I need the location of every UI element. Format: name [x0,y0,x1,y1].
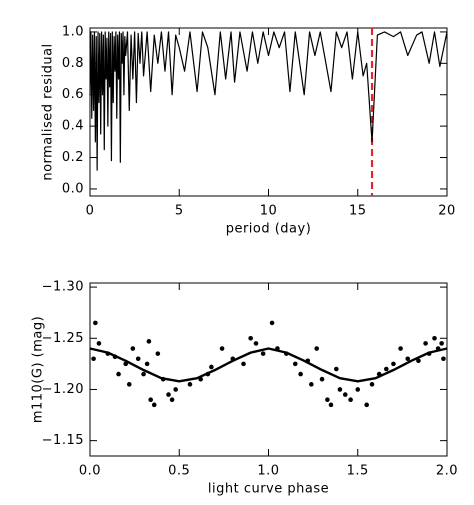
data-point [348,397,353,402]
data-point [292,361,298,367]
y-axis-label: m110(G) (mag) [31,316,46,423]
data-point [126,382,132,387]
data-point [309,382,314,387]
data-point [169,397,175,402]
data-point [151,402,157,408]
data-point [130,346,136,351]
y-tick-label: 0.8 [62,56,84,71]
data-point [248,335,253,341]
data-point [135,356,141,362]
data-point [155,351,161,356]
data-point [405,356,411,362]
y-tick-label: 0.6 [62,87,84,102]
data-point [325,397,330,402]
x-tick-label: 2.0 [436,464,458,479]
y-tick-label: −1.25 [42,331,84,346]
x-axis-label: light curve phase [208,482,329,497]
data-point [93,320,98,326]
x-tick-label: 0.5 [168,464,190,479]
y-tick-label: −1.15 [42,433,84,448]
data-point [187,382,193,387]
data-point [441,356,446,362]
data-point [334,366,339,372]
y-axis-label: normalised residual [41,43,56,180]
y-tick-label: −1.30 [42,280,84,295]
x-tick-label: 15 [349,204,367,219]
data-point [173,387,178,392]
y-tick-label: 0.0 [62,181,84,196]
data-point [423,341,428,346]
data-point [314,346,319,351]
data-point [369,382,375,387]
data-point [209,364,214,370]
x-tick-label: 0.0 [79,464,101,479]
y-tick-label: 0.2 [62,150,84,165]
data-point [91,356,96,362]
data-point [260,351,266,356]
data-point [166,392,171,397]
data-point [364,402,369,408]
data-point [116,371,121,377]
x-tick-label: 20 [438,204,456,219]
data-point [144,361,150,367]
x-tick-label: 1.0 [257,464,279,479]
data-point [141,371,146,377]
data-point [384,366,389,372]
data-point [253,341,259,346]
x-tick-label: 1.5 [347,464,369,479]
data-point [398,346,403,351]
data-point [146,339,152,344]
x-tick-label: 0 [86,204,95,219]
data-point [269,320,275,326]
data-point [416,358,421,364]
x-tick-label: 10 [260,204,278,219]
x-axis-label: period (day) [226,222,312,237]
y-tick-label: 0.4 [62,119,84,134]
data-point [355,387,361,392]
x-tick-label: 5 [175,204,184,219]
data-point [148,397,153,402]
y-tick-label: 1.0 [62,24,84,39]
data-point [298,371,303,377]
data-point [342,392,348,397]
data-point [439,341,444,346]
data-point [391,361,396,367]
fit-curve [89,347,448,383]
data-point [328,402,334,408]
data-point [241,361,246,367]
periodogram-line [89,31,448,171]
data-point [96,341,102,346]
y-tick-label: −1.20 [42,382,84,397]
data-point [319,376,325,382]
data-point [432,335,437,341]
data-point [219,346,225,351]
data-point [337,387,343,392]
